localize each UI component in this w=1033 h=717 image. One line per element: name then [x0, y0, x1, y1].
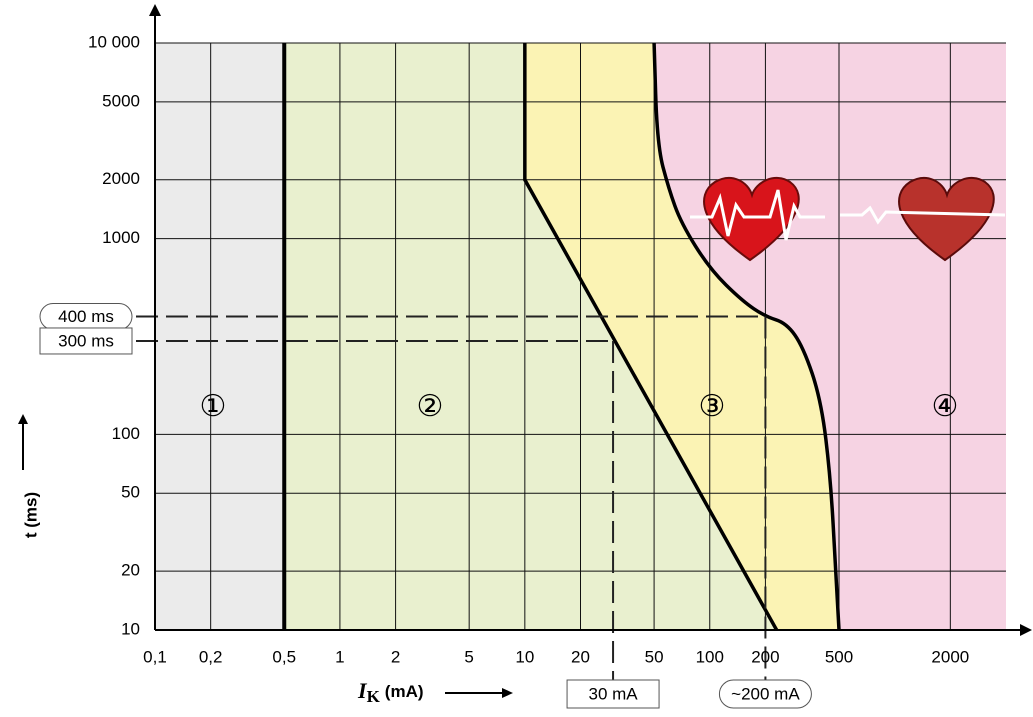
x-tick-label: 200: [751, 647, 779, 666]
x-label-symbol: I: [357, 678, 368, 703]
x-axis-label: IK (mA): [357, 678, 424, 706]
ecg-line: [840, 205, 1006, 225]
x-tick-label: 0,1: [143, 647, 167, 666]
y-label-arrow-head: [18, 414, 28, 424]
reference-label: 30 mA: [588, 684, 638, 703]
reference-label: ~200 mA: [731, 684, 800, 703]
label-box: [39, 327, 133, 355]
x-tick-label: 0,2: [199, 647, 223, 666]
boundaries: [136, 42, 841, 680]
zone-area: [155, 43, 285, 630]
x-label-unit: (mA): [385, 682, 424, 701]
x-tick-label: 5: [464, 647, 473, 666]
x-tick-label: 1: [335, 647, 344, 666]
x-tick-label: 2000: [931, 647, 969, 666]
reference-label: 400 ms: [58, 307, 114, 326]
labels: 0,1 0,2 0,5 1 2 5 10 20 50 100 200 500 2000 10 20 50 100…: [39, 32, 969, 709]
zone-label: ②: [417, 390, 444, 423]
x-tick-label: 10: [515, 647, 534, 666]
y-tick-label: 5000: [102, 91, 140, 110]
y-tick-label: 10 000: [88, 32, 140, 51]
reference-label: 300 ms: [58, 331, 114, 350]
ecg-line: [690, 189, 825, 241]
x-tick-label: 0,5: [272, 647, 296, 666]
x-label-subscript: K: [367, 687, 381, 706]
zone-boundary: [523, 43, 779, 631]
y-tick-label: 2000: [102, 169, 140, 188]
y-tick-label: 100: [112, 424, 140, 443]
icons: [690, 176, 1006, 262]
zone-label: ③: [699, 390, 726, 423]
y-axis-arrow: [149, 4, 161, 16]
x-axis-arrow: [1020, 624, 1032, 636]
x-tick-label: 20: [571, 647, 590, 666]
x-label-arrow-head: [502, 688, 513, 698]
heart-icon: [898, 176, 995, 262]
y-tick-label: 20: [121, 561, 140, 580]
label-box: [566, 679, 660, 709]
y-tick-label: 10: [121, 619, 140, 638]
x-tick-label: 2: [391, 647, 400, 666]
y-tick-label: 50: [121, 483, 140, 502]
zone-label: ④: [932, 390, 959, 423]
zone-area: [524, 43, 840, 630]
zone-label: ①: [200, 390, 227, 423]
y-tick-label: 1000: [102, 228, 140, 247]
x-tick-label: 500: [825, 647, 853, 666]
y-axis-label: t (ms): [21, 492, 40, 538]
grid: [154, 42, 1006, 631]
label-box: [718, 679, 812, 709]
zone-area: [284, 43, 777, 630]
zone-boundary: [652, 42, 841, 631]
x-tick-label: 50: [645, 647, 664, 666]
x-tick-label: 100: [696, 647, 724, 666]
